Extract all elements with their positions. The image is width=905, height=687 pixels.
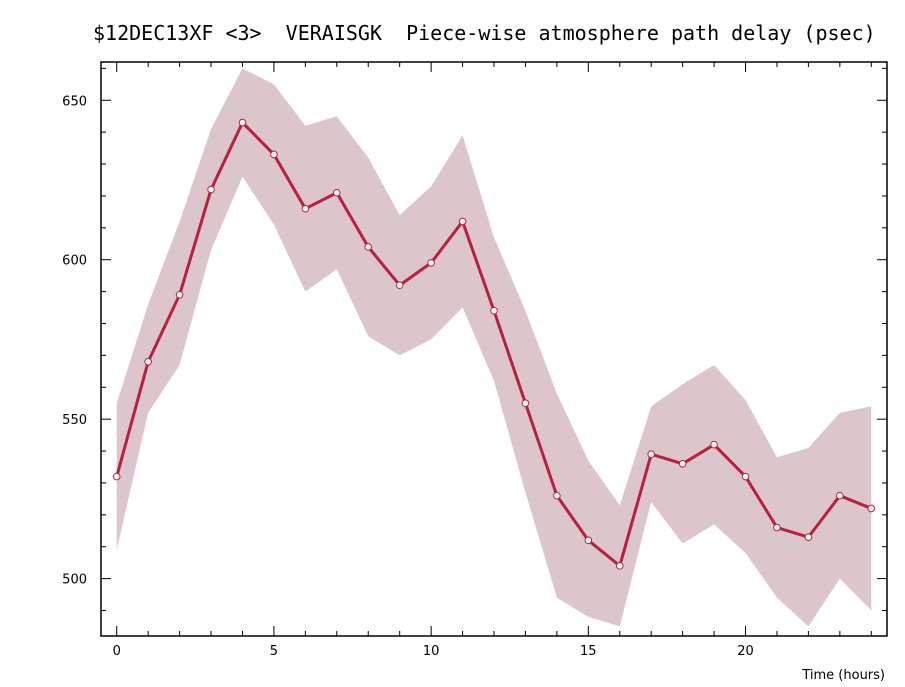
data-point: [741, 472, 750, 481]
data-point: [678, 460, 687, 468]
tick-labels: 0 5 10 15 20 500 550 600 650: [62, 94, 754, 659]
data-point: [333, 188, 341, 197]
x-tick-label: 10: [423, 644, 440, 659]
y-tick-label: 600: [62, 254, 87, 269]
data-point: [647, 450, 656, 459]
data-point: [490, 306, 498, 315]
x-tick-label: 5: [270, 644, 278, 659]
data-point: [836, 491, 844, 500]
y-tick-label: 550: [62, 413, 87, 428]
data-point: [364, 243, 373, 251]
data-point: [615, 562, 624, 570]
x-tick-label: 20: [737, 644, 754, 659]
data-point: [175, 290, 184, 299]
data-point: [521, 399, 530, 408]
chart-title: $12DEC13XF <3> VERAISGK Piece-wise atmos…: [93, 21, 876, 45]
data-point: [458, 217, 467, 226]
data-point: [238, 118, 247, 127]
y-tick-label: 500: [62, 573, 87, 588]
data-point: [773, 523, 781, 532]
data-point: [584, 536, 593, 545]
x-axis-label: Time (hours): [801, 668, 885, 683]
y-tick-label: 650: [62, 94, 87, 109]
data-point: [867, 504, 876, 513]
axis-ticks: [101, 62, 887, 636]
data-point: [553, 491, 561, 500]
data-point: [270, 150, 278, 159]
data-point: [112, 472, 121, 481]
data-point: [301, 204, 310, 213]
x-tick-label: 0: [113, 644, 121, 659]
data-point: [207, 185, 215, 194]
data-point: [395, 281, 404, 290]
data-point: [144, 357, 152, 366]
data-point: [427, 259, 435, 267]
x-tick-label: 15: [580, 644, 597, 659]
marker-layer: [112, 118, 876, 570]
data-point: [710, 440, 718, 449]
data-point: [804, 533, 813, 541]
